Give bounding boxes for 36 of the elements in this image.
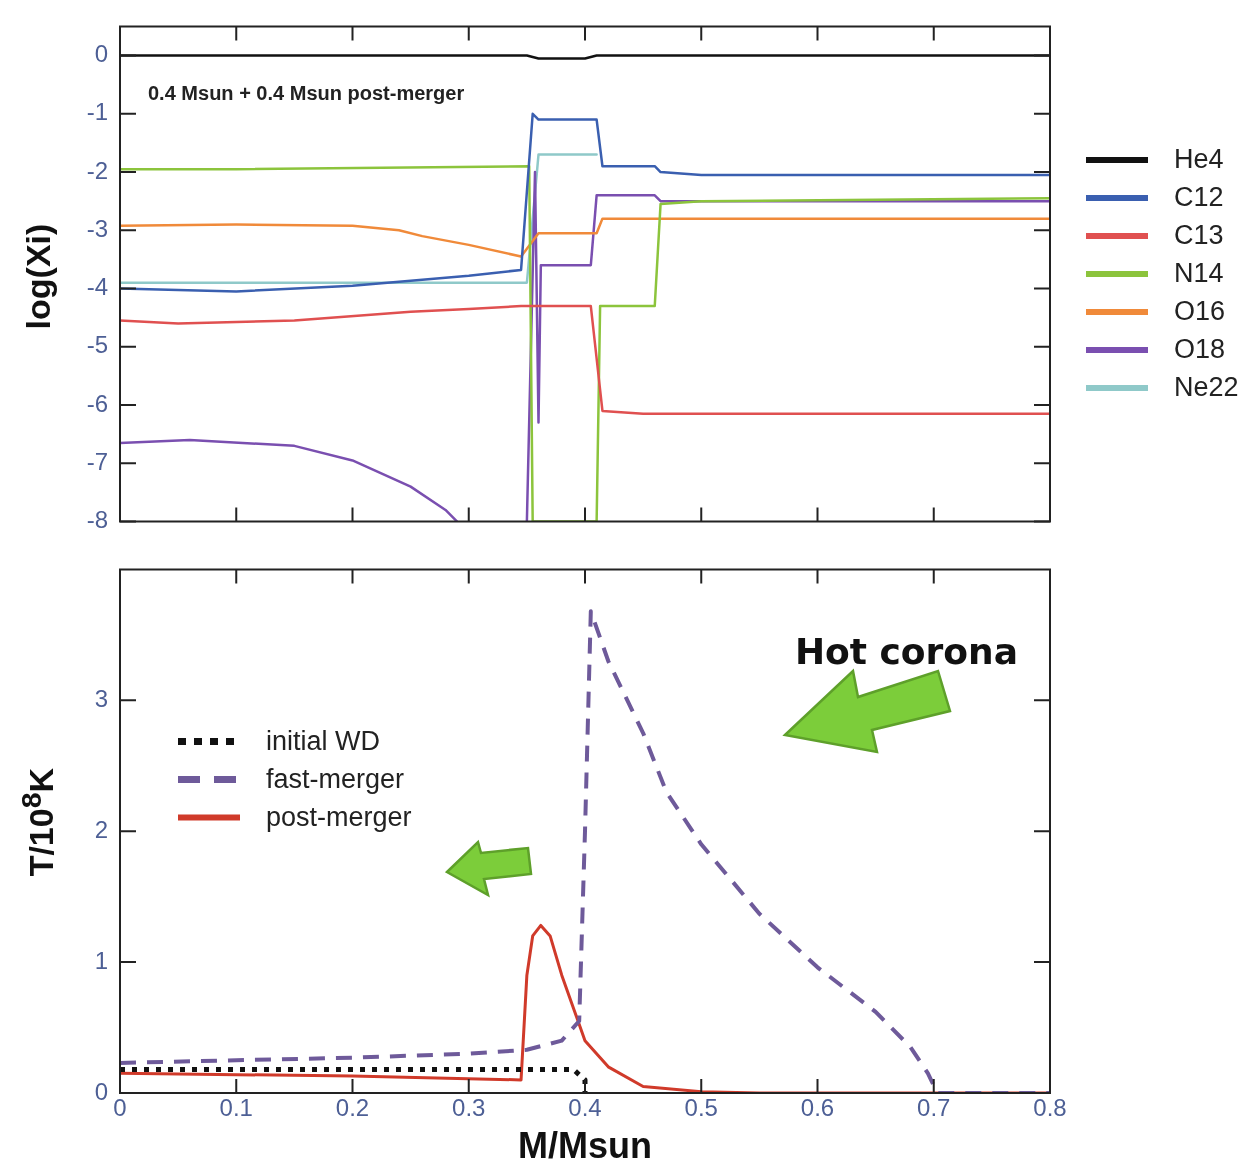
y-tick-label: -2 xyxy=(86,156,108,184)
legend-label: post-merger xyxy=(266,801,412,832)
x-tick-label: 0.6 xyxy=(800,1094,835,1122)
legend-label: fast-merger xyxy=(266,763,405,794)
legend-label: C12 xyxy=(1174,182,1224,213)
legend-label: O18 xyxy=(1174,334,1226,365)
y-tick-label: -4 xyxy=(86,273,108,301)
annotation: Hot corona xyxy=(794,631,1018,673)
legend-label: He4 xyxy=(1174,144,1224,175)
x-tick-label: 0 xyxy=(113,1094,127,1122)
y-tick-label: -3 xyxy=(86,214,108,242)
x-tick-label: 0.5 xyxy=(684,1094,718,1122)
x-tick-label: 0.3 xyxy=(452,1094,486,1122)
x-tick-label: 0.8 xyxy=(1033,1094,1067,1122)
legend-label: O16 xyxy=(1174,296,1226,327)
y-tick-label: -5 xyxy=(86,331,108,359)
legend-label: initial WD xyxy=(266,725,381,756)
x-tick-label: 0.2 xyxy=(335,1094,370,1122)
x-tick-label: 0.7 xyxy=(917,1094,951,1122)
y-tick-label: -6 xyxy=(86,389,108,417)
y-tick-label: -1 xyxy=(86,98,108,126)
y-tick-label: 0 xyxy=(94,1077,108,1105)
y-tick-label: 1 xyxy=(94,946,108,974)
y-tick-label: -8 xyxy=(86,506,108,534)
y-axis-title: log(Xi) xyxy=(18,222,58,331)
x-tick-label: 0.1 xyxy=(219,1094,253,1122)
legend-label: Ne22 xyxy=(1174,372,1239,403)
y-tick-label: -7 xyxy=(86,447,108,475)
x-tick-label: 0.4 xyxy=(568,1094,602,1122)
y-tick-label: 0 xyxy=(94,40,108,68)
legend-label: N14 xyxy=(1174,258,1224,289)
legend-label: C13 xyxy=(1174,220,1224,251)
y-tick-label: 3 xyxy=(94,684,108,712)
annotation: 0.4 Msun + 0.4 Msun post-merger xyxy=(148,82,465,105)
x-axis-title: M/Msun xyxy=(517,1125,653,1167)
y-tick-label: 2 xyxy=(94,815,108,843)
